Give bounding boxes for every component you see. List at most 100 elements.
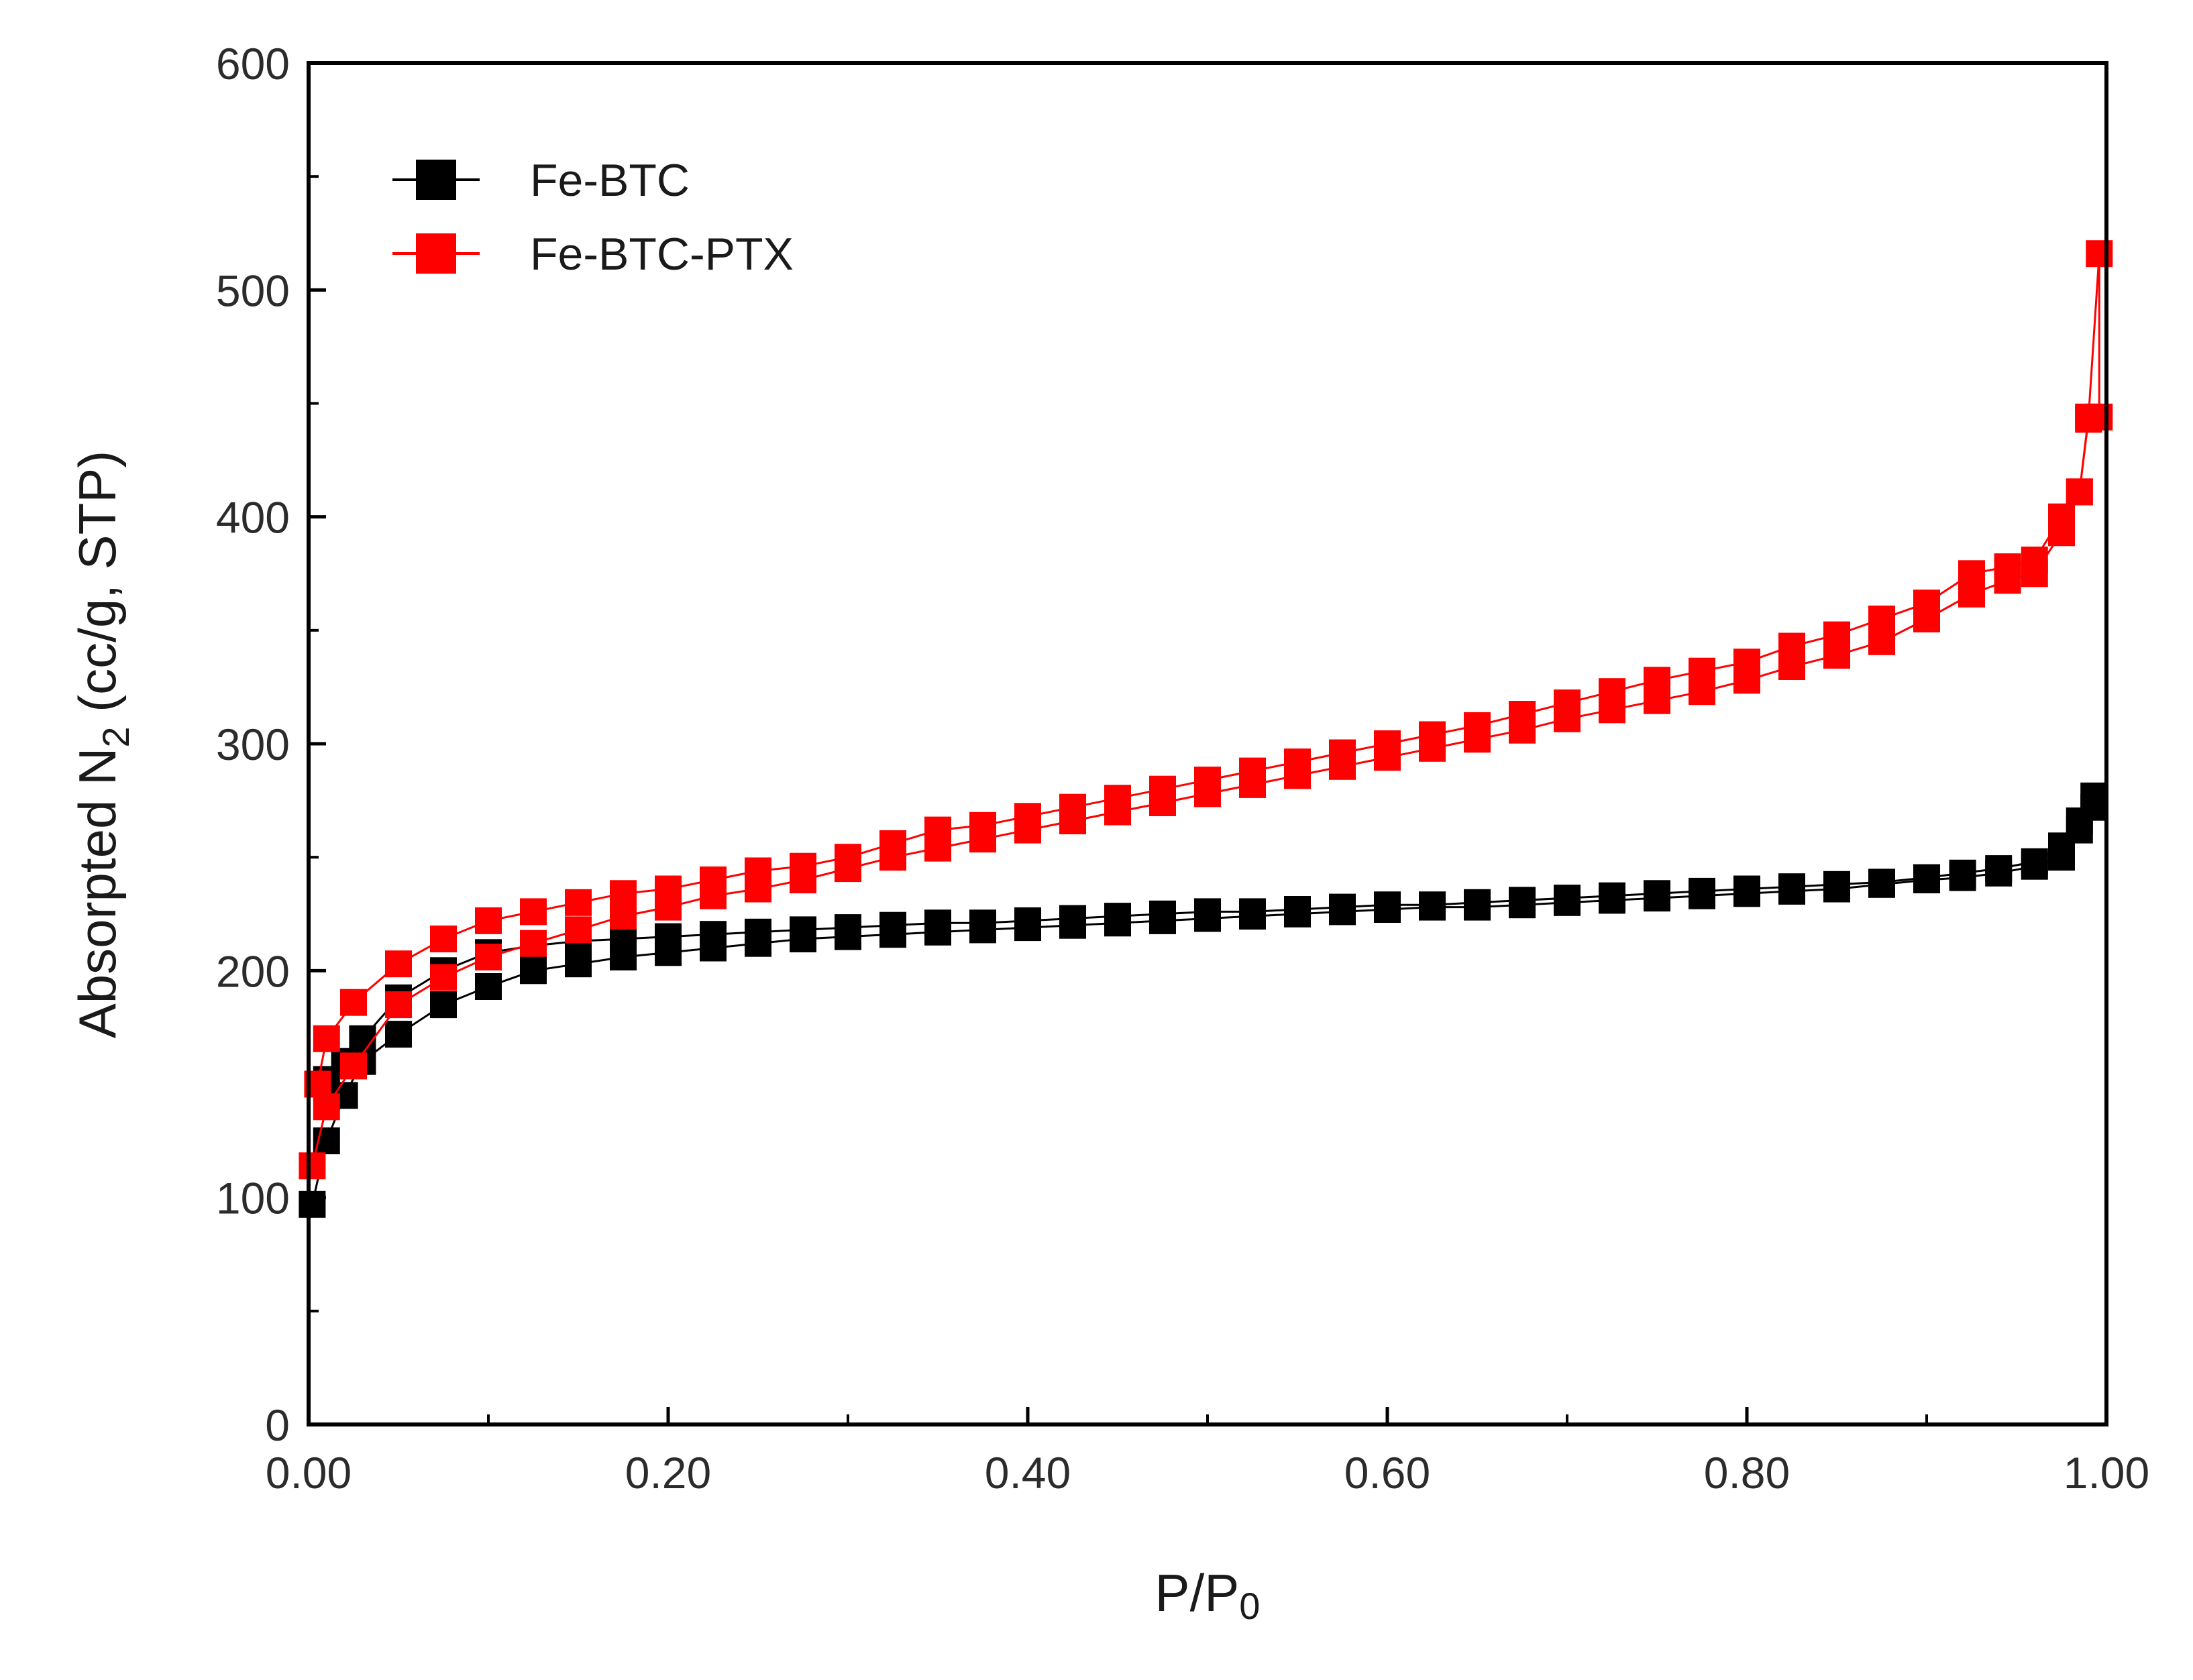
data-point xyxy=(2086,240,2113,268)
data-point xyxy=(565,950,592,978)
data-point xyxy=(1374,891,1401,919)
legend-label-fe-btc: Fe-BTC xyxy=(530,155,690,206)
data-point xyxy=(430,926,457,952)
data-point xyxy=(565,916,592,944)
data-point xyxy=(1419,891,1446,919)
data-point xyxy=(655,923,682,950)
data-point xyxy=(1149,900,1176,928)
legend-label-fe-btc-ptx: Fe-BTC-PTX xyxy=(530,229,794,280)
data-point xyxy=(385,991,412,1019)
data-point xyxy=(1913,864,1940,891)
data-point xyxy=(520,957,547,985)
data-point xyxy=(1464,712,1491,739)
data-point xyxy=(1913,590,1940,617)
data-point xyxy=(655,875,682,903)
y-tick-label: 400 xyxy=(216,493,290,543)
data-point xyxy=(1985,855,2013,883)
data-point xyxy=(349,1025,376,1052)
data-point xyxy=(745,918,771,946)
x-tick-label: 0.00 xyxy=(266,1448,352,1498)
data-point xyxy=(1733,649,1760,676)
data-point xyxy=(924,816,951,844)
x-tick-label: 0.20 xyxy=(625,1448,711,1498)
data-point xyxy=(700,921,727,948)
data-point xyxy=(1778,632,1805,660)
data-point xyxy=(1689,877,1715,905)
data-point xyxy=(299,1152,326,1180)
data-point xyxy=(1599,678,1625,706)
data-point xyxy=(430,964,457,991)
data-point xyxy=(700,866,727,893)
legend-marker-fe-btc xyxy=(416,160,456,200)
data-point xyxy=(2075,406,2102,433)
data-point xyxy=(969,909,996,937)
data-point xyxy=(2048,832,2075,860)
data-point xyxy=(1284,748,1311,776)
data-point xyxy=(1419,721,1446,748)
data-point xyxy=(1464,889,1491,916)
data-point xyxy=(1329,893,1356,921)
data-point xyxy=(313,1025,340,1052)
data-point xyxy=(340,1052,367,1080)
data-point xyxy=(1239,757,1266,785)
legend: Fe-BTC Fe-BTC-PTX xyxy=(392,155,794,280)
data-point xyxy=(790,916,816,944)
x-tick-label: 0.60 xyxy=(1344,1448,1430,1498)
data-point xyxy=(610,880,637,907)
data-point xyxy=(1284,896,1311,923)
x-tick-label: 0.80 xyxy=(1704,1448,1790,1498)
data-point xyxy=(2021,848,2048,875)
data-point xyxy=(1329,739,1356,767)
x-tick-label: 0.40 xyxy=(985,1448,1071,1498)
data-point xyxy=(1868,628,1895,655)
y-tick-label: 0 xyxy=(265,1400,290,1450)
y-axis-title: Absorpted N2 (cc/g, STP) xyxy=(68,451,137,1038)
y-tick-label: 100 xyxy=(216,1174,290,1223)
data-point xyxy=(1374,730,1401,757)
data-point xyxy=(610,926,637,952)
data-point xyxy=(1644,667,1670,694)
data-point xyxy=(610,903,637,930)
series-fe-btc-ptx xyxy=(299,240,2113,1180)
plot-data xyxy=(299,240,2113,1218)
data-point xyxy=(1509,701,1536,728)
tick-labels: 0.00 0.20 0.40 0.60 0.80 1.00 0 100 200 300 400 500… xyxy=(216,39,2149,1498)
data-point xyxy=(1509,887,1536,914)
data-point xyxy=(385,950,412,978)
data-point xyxy=(745,857,771,885)
data-point xyxy=(1644,880,1670,907)
data-point xyxy=(1599,882,1625,909)
y-tick-label: 500 xyxy=(216,266,290,315)
data-point xyxy=(1104,785,1131,812)
data-point xyxy=(1823,621,1850,649)
data-point xyxy=(1194,767,1221,794)
data-point xyxy=(1868,869,1895,896)
data-point xyxy=(340,989,367,1016)
data-point xyxy=(1733,875,1760,903)
data-point xyxy=(969,811,996,839)
data-point xyxy=(924,909,951,937)
data-point xyxy=(1778,873,1805,901)
data-point xyxy=(2048,503,2075,530)
data-point xyxy=(520,930,547,957)
data-point xyxy=(1059,905,1086,932)
data-point xyxy=(565,889,592,916)
data-point xyxy=(790,852,816,880)
data-point xyxy=(1689,657,1715,685)
data-point xyxy=(1104,903,1131,930)
data-point xyxy=(385,1021,412,1048)
data-point xyxy=(1554,885,1581,912)
data-point xyxy=(2066,478,2093,506)
data-point xyxy=(1949,859,1976,887)
data-point xyxy=(430,991,457,1019)
data-point xyxy=(1014,803,1041,830)
data-point xyxy=(2021,547,2048,573)
data-point xyxy=(475,973,502,1000)
data-point xyxy=(1994,553,2021,581)
x-axis-title: P/P0 xyxy=(1155,1563,1261,1627)
data-point xyxy=(313,1093,340,1121)
data-point xyxy=(879,911,906,939)
x-tick-label: 1.00 xyxy=(2064,1448,2149,1498)
